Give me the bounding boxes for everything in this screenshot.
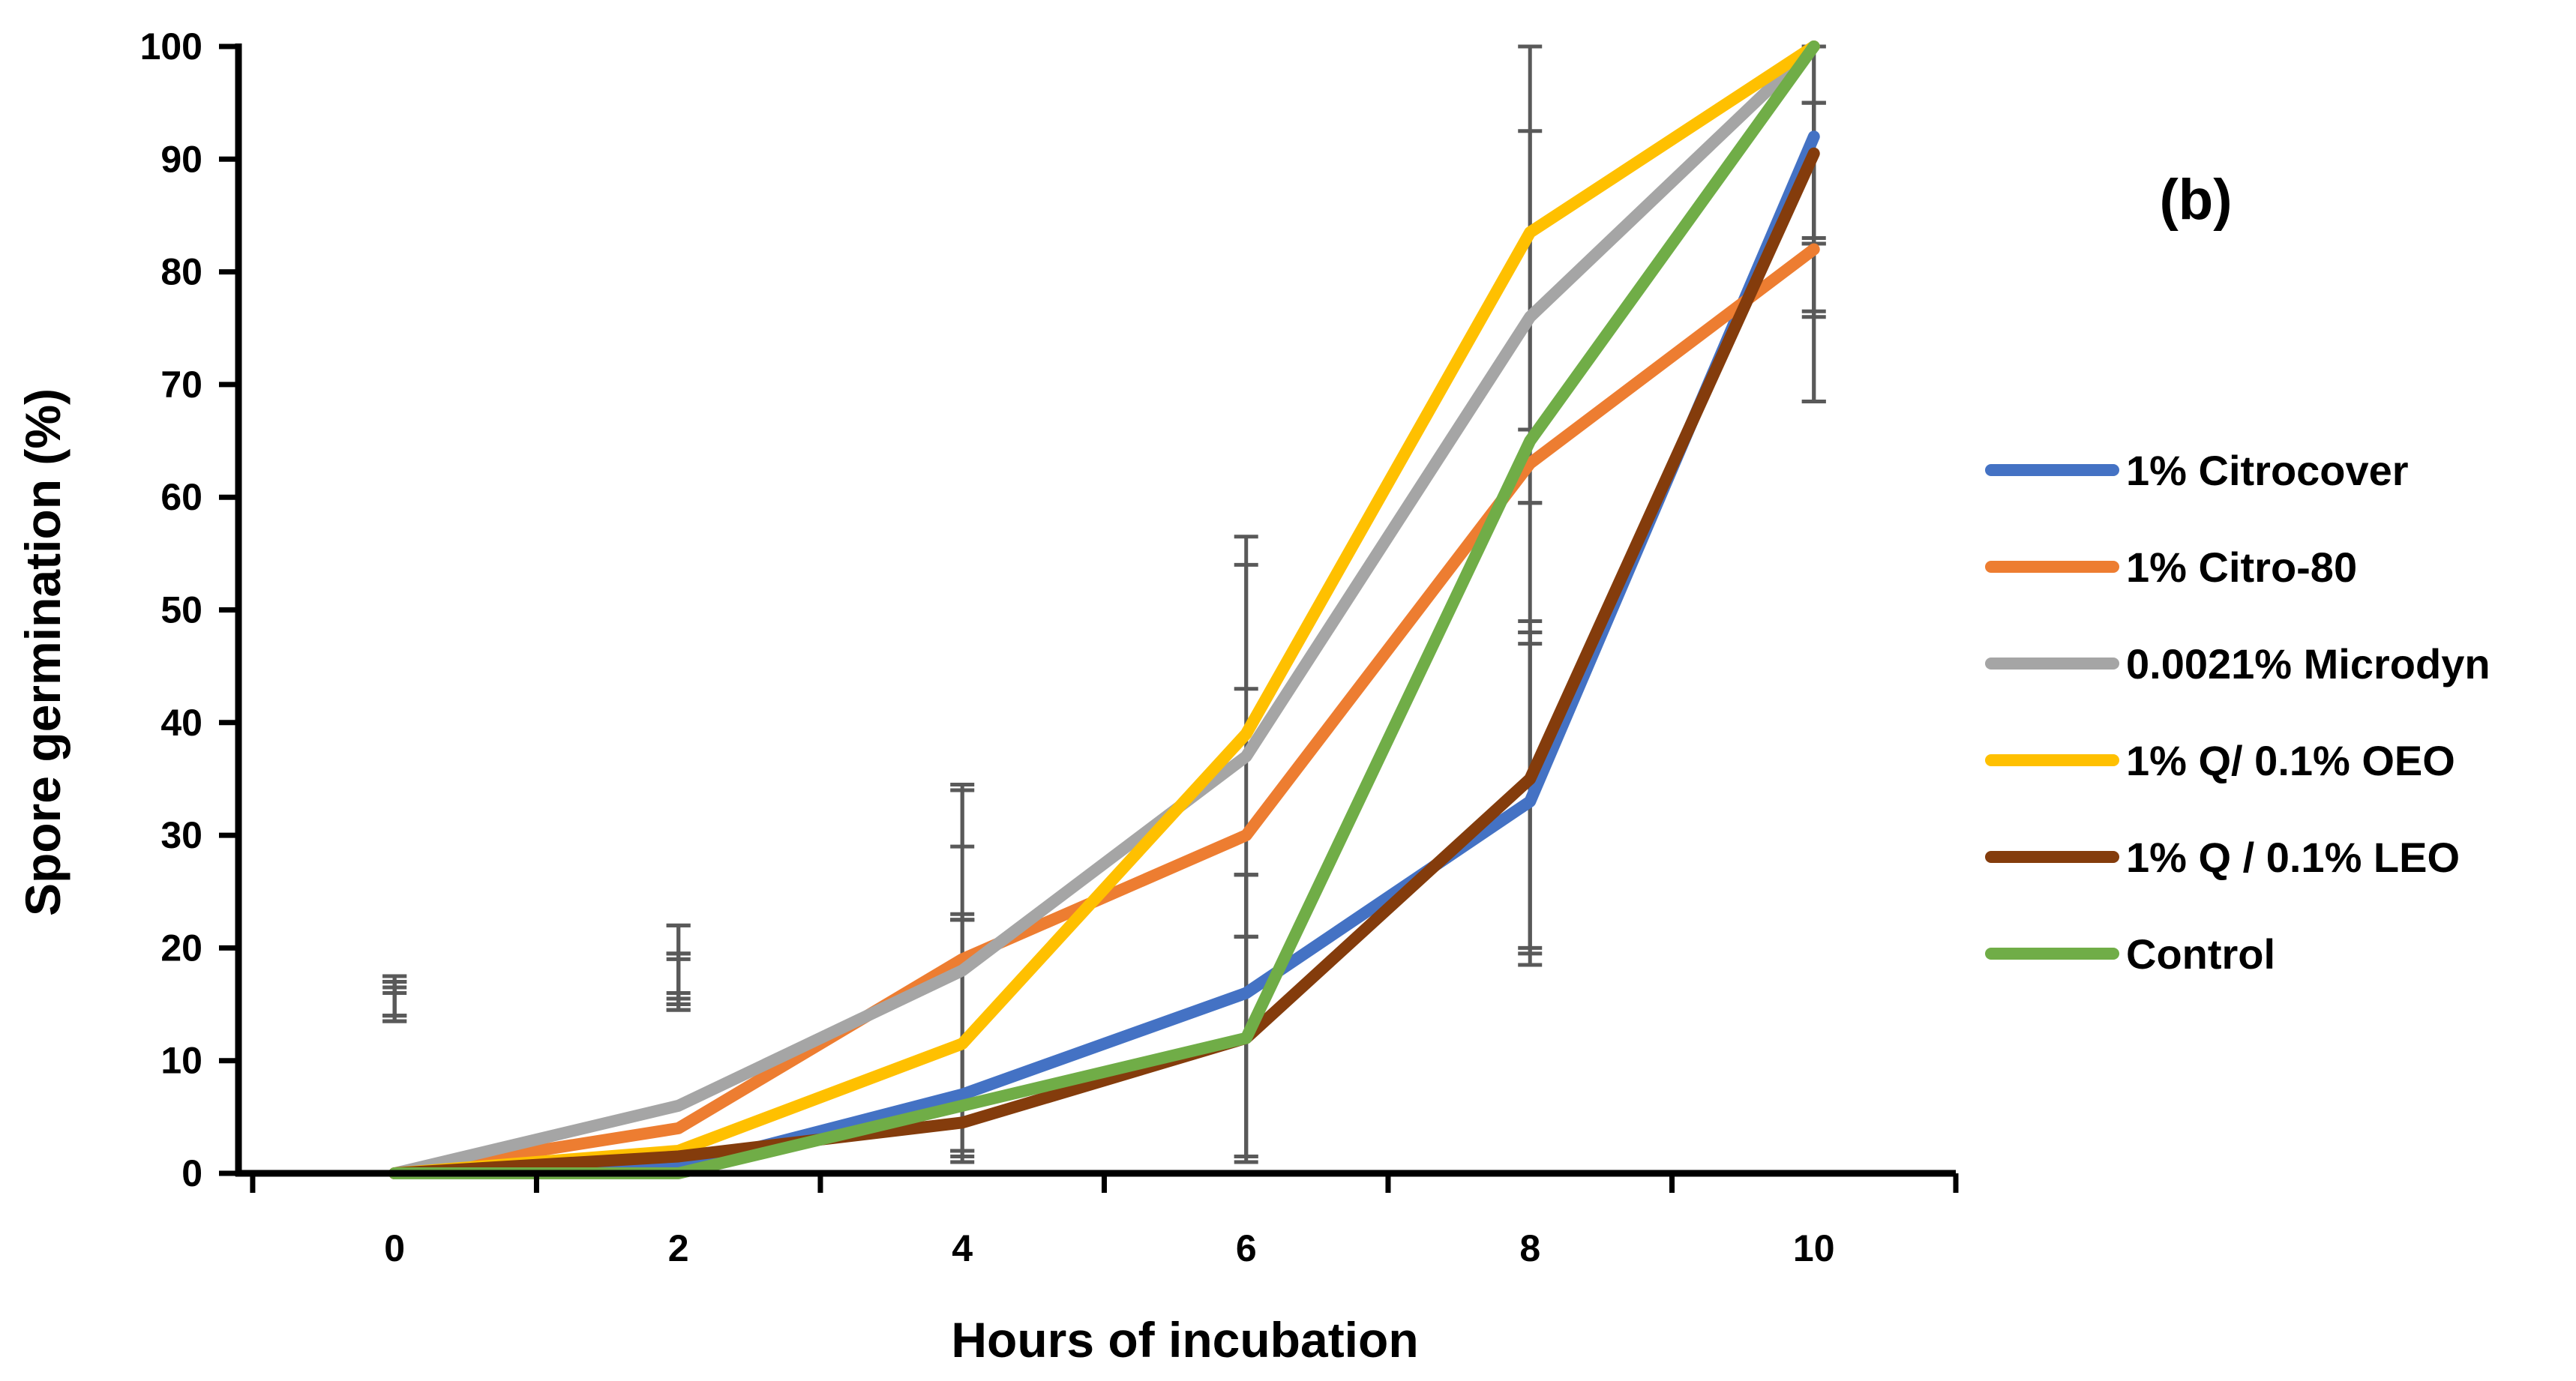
- series-line-4: [388, 147, 1820, 1179]
- y-tick-label-9: 90: [160, 138, 202, 180]
- series-line-2: [388, 40, 1820, 1179]
- y-tick-label-2: 20: [160, 927, 202, 969]
- y-tick-label-4: 40: [160, 702, 202, 744]
- y-tick-label-0: 0: [181, 1152, 202, 1194]
- x-tick-label-4: 8: [1519, 1227, 1540, 1269]
- y-tick-label-8: 80: [160, 251, 202, 293]
- y-tick-label-10: 100: [140, 25, 202, 67]
- x-tick-label-2: 4: [952, 1227, 973, 1269]
- series-line-1: [388, 243, 1820, 1179]
- x-tick-label-1: 2: [668, 1227, 689, 1269]
- legend-label-4: 1% Q / 0.1% LEO: [2126, 834, 2460, 881]
- tick-labels: 0 10 20 30 40 50 60 70 80 90 100 0 2 4 6 8 10: [140, 25, 1835, 1269]
- legend-label-5: Control: [2126, 930, 2275, 978]
- legend-label-1: 1% Citro-80: [2126, 544, 2357, 591]
- y-axis-title: Spore germination (%): [15, 388, 70, 916]
- legend-label-2: 0.0021% Microdyn: [2126, 640, 2491, 688]
- x-axis-title: Hours of incubation: [951, 1312, 1418, 1368]
- legend-label-0: 1% Citrocover: [2126, 447, 2409, 494]
- x-tick-label-0: 0: [384, 1227, 405, 1269]
- axes: [219, 43, 1959, 1193]
- x-tick-label-5: 10: [1793, 1227, 1835, 1269]
- y-tick-label-7: 70: [160, 364, 202, 406]
- legend: 1% Citrocover 1% Citro-80 0.0021% Microdyn…: [1985, 447, 2491, 978]
- y-tick-label-1: 10: [160, 1040, 202, 1082]
- series-lines: [388, 40, 1820, 1179]
- legend-label-3: 1% Q/ 0.1% OEO: [2126, 737, 2455, 784]
- series-line-0: [388, 130, 1820, 1179]
- y-tick-label-5: 50: [160, 589, 202, 631]
- y-tick-label-3: 30: [160, 814, 202, 856]
- y-tick-label-6: 60: [160, 476, 202, 518]
- panel-label: (b): [2159, 168, 2232, 232]
- x-tick-label-3: 6: [1236, 1227, 1257, 1269]
